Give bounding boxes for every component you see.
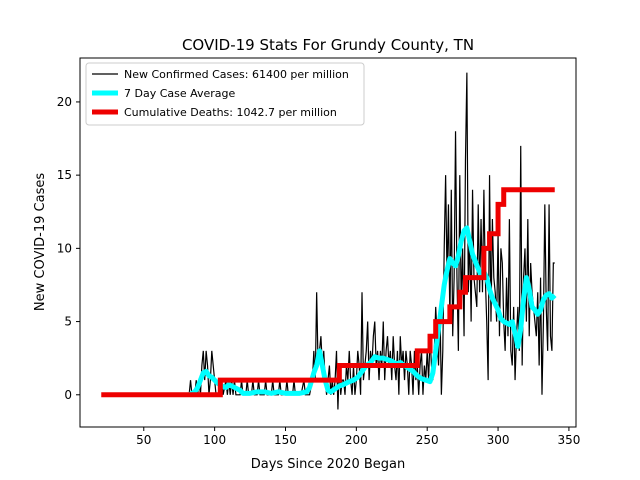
legend-label-average: 7 Day Case Average	[124, 87, 236, 100]
x-tick-label: 200	[345, 433, 368, 447]
x-axis: 50 100 150 200 250 300 350	[136, 427, 580, 447]
legend-label-deaths: Cumulative Deaths: 1042.7 per million	[124, 106, 337, 119]
x-tick-label: 150	[274, 433, 297, 447]
y-tick-label: 15	[57, 168, 72, 182]
y-tick-label: 5	[64, 315, 72, 329]
y-axis: 0 5 10 15 20	[57, 95, 80, 402]
x-axis-label: Days Since 2020 Began	[251, 457, 406, 472]
x-tick-label: 100	[203, 433, 226, 447]
series-cumulative-deaths-line	[101, 187, 555, 398]
x-tick-label: 300	[487, 433, 510, 447]
legend: New Confirmed Cases: 61400 per million 7…	[85, 62, 365, 126]
chart-title: COVID-19 Stats For Grundy County, TN	[182, 36, 474, 54]
x-tick-label: 350	[557, 433, 580, 447]
legend-box	[85, 62, 365, 126]
y-tick-label: 0	[64, 388, 72, 402]
plot-frame	[79, 57, 577, 428]
y-tick-label: 10	[57, 241, 72, 255]
y-axis-label: New COVID-19 Cases	[33, 173, 48, 311]
legend-label-cases: New Confirmed Cases: 61400 per million	[124, 68, 349, 81]
x-tick-label: 250	[416, 433, 439, 447]
plot-area	[101, 72, 557, 410]
y-tick-label: 20	[57, 95, 72, 109]
series-7-day-average-line	[187, 225, 557, 398]
x-tick-label: 50	[136, 433, 151, 447]
